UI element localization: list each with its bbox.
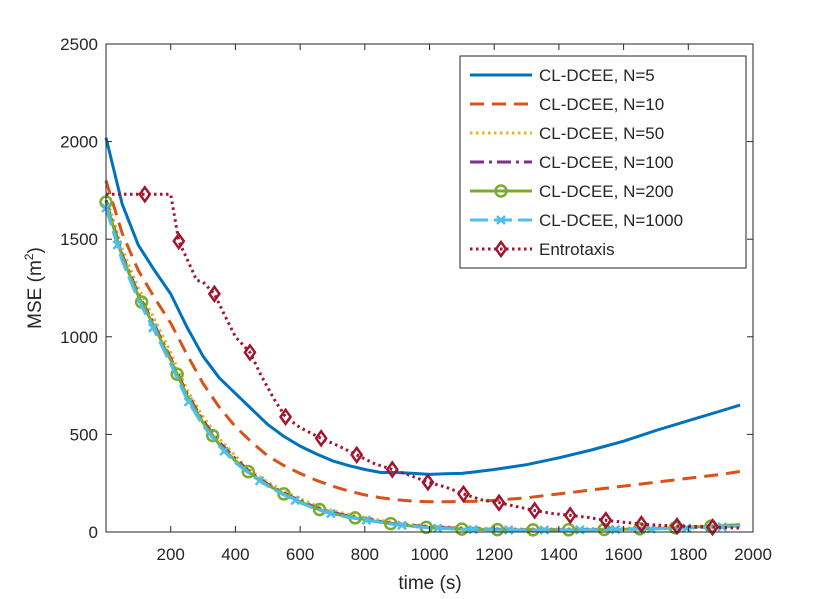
- series-marker: [492, 493, 506, 512]
- series-marker: [503, 525, 514, 535]
- series-marker: [385, 460, 399, 479]
- series-marker: [575, 525, 585, 535]
- series-marker: [277, 487, 291, 501]
- series-marker: [599, 511, 613, 530]
- x-tick-label: 2000: [734, 545, 772, 564]
- legend-marker: [494, 184, 508, 198]
- series-marker: [397, 520, 407, 531]
- series-marker: [241, 464, 256, 479]
- series-marker: [717, 521, 728, 532]
- series-marker: [279, 407, 293, 426]
- series-entrotaxis: [106, 185, 741, 537]
- series-marker: [254, 475, 265, 486]
- series-marker: [563, 506, 577, 525]
- y-axis-label: MSE (m2): [22, 247, 46, 329]
- legend: CL-DCEE, N=5 CL-DCEE, N=10 CL-DCEE, N=50 CL…: [459, 55, 747, 269]
- series-marker: [172, 232, 186, 251]
- series-marker: [206, 428, 220, 443]
- legend-label: CL-DCEE, N=100: [539, 153, 674, 172]
- series-marker: [148, 322, 158, 333]
- legend-label: CL-DCEE, N=1000: [539, 211, 683, 230]
- x-tick-label: 200: [157, 545, 185, 564]
- series-line: [104, 180, 741, 504]
- x-tick-label: 1400: [540, 545, 578, 564]
- series-marker: [539, 525, 550, 535]
- y-axis-label-close: ): [25, 247, 46, 253]
- series-marker: [312, 502, 327, 517]
- series-marker: [183, 397, 194, 407]
- series-marker: [243, 343, 257, 362]
- legend-label: CL-DCEE, N=10: [539, 95, 664, 114]
- series-marker: [219, 446, 229, 456]
- x-tick-label: 1800: [669, 545, 707, 564]
- series-marker: [350, 445, 364, 465]
- series-layer: [99, 137, 741, 537]
- x-tick-label: 1200: [475, 545, 513, 564]
- series-marker: [207, 284, 221, 304]
- legend-label: CL-DCEE, N=200: [539, 182, 674, 201]
- y-axis-label-main: MSE (m: [25, 260, 46, 329]
- series-marker: [456, 484, 471, 504]
- series-marker: [112, 239, 123, 250]
- x-tick-label: 1000: [411, 545, 449, 564]
- legend-label: Entrotaxis: [539, 240, 615, 259]
- series-marker: [325, 508, 336, 519]
- tick-layer: 200 400 600 800 1000 1200 1400 1600 1800 2000 0 500…: [60, 35, 772, 564]
- series-marker: [421, 473, 435, 492]
- series-cl-dcee-n-5: [104, 137, 741, 476]
- x-tick-label: 800: [351, 545, 379, 564]
- series-marker: [170, 367, 184, 382]
- legend-marker: [494, 239, 508, 259]
- axes-box: [105, 43, 754, 533]
- series-marker: [670, 516, 684, 536]
- series-cl-dcee-n-1000: [101, 203, 741, 535]
- y-tick-label: 2500: [60, 35, 98, 54]
- series-marker: [290, 495, 301, 506]
- series-marker: [634, 515, 648, 534]
- series-line: [104, 137, 741, 476]
- x-tick-label: 600: [286, 545, 314, 564]
- x-axis-label: time (s): [398, 573, 461, 594]
- y-tick-label: 1500: [60, 230, 98, 249]
- legend-label: CL-DCEE, N=5: [539, 66, 655, 85]
- x-tick-label: 1600: [605, 545, 643, 564]
- y-tick-label: 500: [70, 425, 98, 444]
- series-marker: [314, 429, 328, 448]
- series-marker: [361, 515, 372, 526]
- series-cl-dcee-n-10: [104, 180, 741, 504]
- y-tick-label: 2000: [60, 133, 98, 152]
- series-marker: [528, 501, 542, 520]
- x-tick-label: 400: [221, 545, 249, 564]
- y-axis-label-superscript: 2: [22, 253, 36, 260]
- series-marker: [138, 185, 152, 204]
- series-marker: [432, 523, 443, 534]
- series-marker: [706, 517, 720, 537]
- legend-label: CL-DCEE, N=50: [539, 124, 664, 143]
- legend-marker: [496, 215, 506, 225]
- y-tick-label: 0: [89, 523, 98, 542]
- y-tick-label: 1000: [60, 328, 98, 347]
